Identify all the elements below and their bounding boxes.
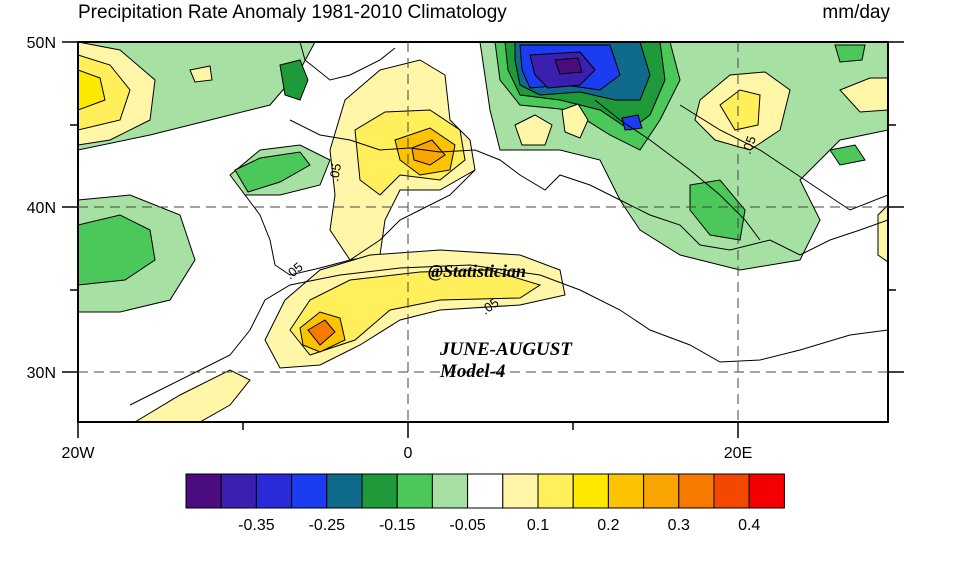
colorbar-swatch: [255, 473, 293, 509]
neg-area-adriatic-core: [689, 179, 746, 241]
colorbar-swatch: [361, 473, 398, 509]
neg-area-biscay-core: [234, 151, 311, 193]
lat-label-40n: 40N: [27, 200, 56, 217]
model-text: Model-4: [440, 361, 506, 382]
contour-label: .05: [326, 162, 344, 182]
season-label: JUNE-AUGUST Model-4: [440, 339, 572, 383]
colorbar-swatch: [678, 473, 715, 509]
colorbar-swatch: [431, 473, 469, 509]
colorbar-swatch: [396, 473, 433, 509]
colorbar-swatch: [537, 473, 574, 509]
coastline-africa: [129, 264, 888, 406]
coastline-iberia: [244, 169, 476, 276]
colorbar-swatch: [502, 473, 539, 509]
lat-label-30n: 30N: [27, 365, 56, 382]
pos-area-north-africa-peak: [307, 319, 336, 346]
pos-area-east-edge-2: [877, 204, 888, 263]
colorbar-swatch: [185, 473, 222, 509]
neg-area-west-core: [78, 214, 156, 286]
coastlines: [129, 42, 888, 406]
colorbar-swatch: [326, 473, 363, 509]
contour-label: .05: [739, 134, 759, 156]
map-title: Precipitation Rate Anomaly 1981-2010 Cli…: [78, 2, 507, 23]
neg-area-pyrenees-dark: [279, 59, 309, 101]
contour-label: .05: [282, 259, 305, 282]
colorbar-swatch: [643, 473, 680, 509]
neg-area-east-1: [829, 144, 866, 166]
pos-area-sardinia-2: [561, 103, 589, 139]
colorbar-swatch: [713, 473, 750, 509]
pos-area-iberia-peak: [411, 139, 446, 166]
tick-marks: [62, 41, 904, 438]
colorbar-tick-label: -0.25: [309, 517, 346, 534]
colorbar-swatch: [572, 473, 609, 509]
watermark-handle: @Statistician: [428, 261, 526, 281]
neg-area-east-2: [834, 44, 866, 63]
pos-area-sahara-sw: [134, 369, 251, 422]
colorbar-tick-label: 0.1: [527, 517, 549, 534]
coastline-italy: [594, 99, 761, 241]
lon-label-20e: 20E: [724, 445, 752, 462]
neg-area-po-blue: [621, 114, 643, 131]
colorbar-tick-label: -0.15: [379, 517, 416, 534]
colorbar-tick-label: -0.05: [449, 517, 486, 534]
pos-area-atlantic-nw-core: [78, 54, 131, 131]
colorbar-swatch: [291, 473, 328, 509]
colorbar-swatch: [220, 473, 257, 509]
pos-area-atlantic-nw-peak: [78, 69, 106, 111]
graticule: [78, 42, 888, 422]
coastline-europe: [289, 42, 888, 256]
colorbar: -0.35 -0.25 -0.15 -0.05 0.1 0.2 0.3 0.4: [185, 473, 785, 534]
colorbar-tick-label: 0.3: [668, 517, 690, 534]
season-text: JUNE-AUGUST: [440, 339, 572, 360]
colorbar-swatch: [607, 473, 645, 509]
pos-area-north-africa-core: [289, 269, 542, 356]
pos-area-east-edge: [839, 77, 888, 113]
lon-label-0: 0: [404, 445, 413, 462]
lat-label-50n: 50N: [27, 35, 56, 52]
coastline-balkans: [679, 104, 888, 211]
units-label: mm/day: [822, 2, 890, 23]
colorbar-tick-label: 0.2: [597, 517, 619, 534]
map-frame: [77, 41, 889, 423]
lon-label-20w: 20W: [62, 445, 96, 462]
colorbar-swatch: [748, 473, 785, 509]
colorbar-tick-label: -0.35: [238, 517, 275, 534]
colorbar-swatch: [467, 473, 504, 509]
neg-area-alps-purple: [554, 57, 583, 75]
pos-area-small-1: [189, 65, 213, 83]
contour-fields: [78, 42, 888, 422]
colorbar-tick-label: 0.4: [738, 517, 760, 534]
pos-area-sardinia-1: [514, 114, 553, 146]
pos-area-balkans-core: [719, 89, 761, 131]
